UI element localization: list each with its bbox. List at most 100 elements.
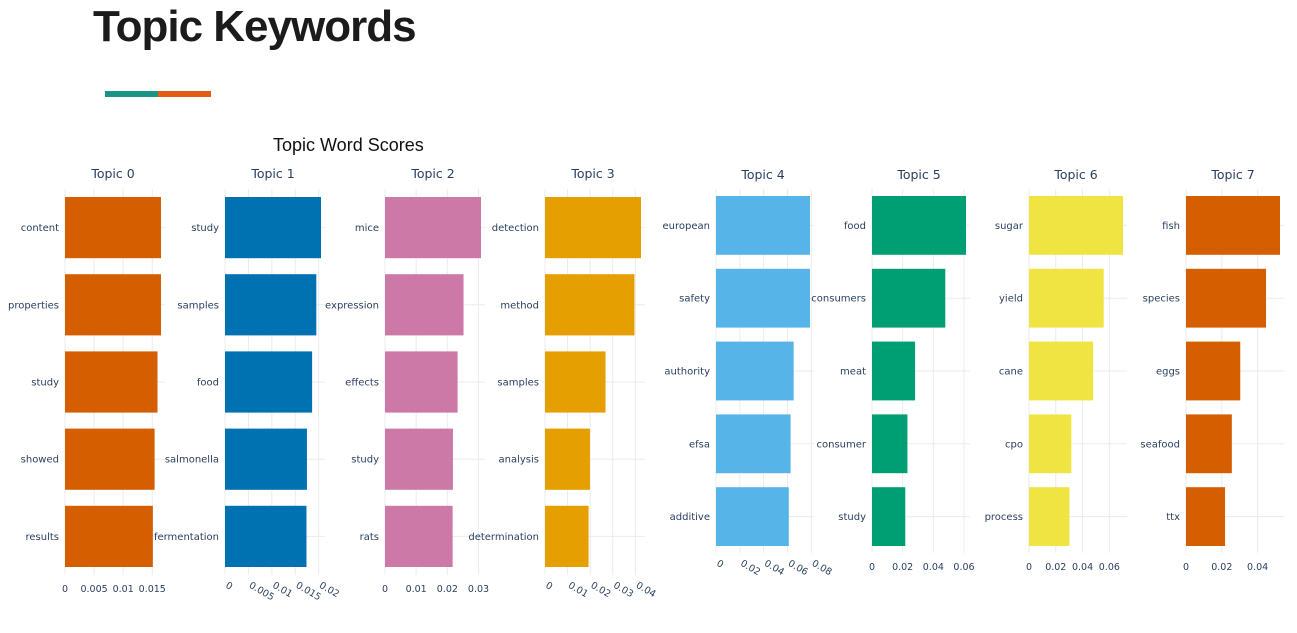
category-label: fish [1162, 221, 1180, 232]
tick-label: 0.06 [953, 562, 974, 573]
bar [1029, 414, 1072, 474]
tick-label: 0 [62, 584, 68, 595]
tick-label: 0.01 [113, 584, 134, 595]
panel-title: Topic 4 [740, 167, 784, 182]
category-label: species [1143, 294, 1180, 305]
category-label: mice [355, 223, 379, 234]
category-label: authority [664, 367, 710, 378]
bar [385, 505, 453, 567]
category-label: study [191, 223, 219, 234]
tick-label: 0.005 [247, 580, 276, 603]
bar [1186, 196, 1280, 255]
tick-label: 0 [1026, 562, 1032, 573]
panel-title: Topic 6 [1053, 167, 1097, 182]
bar [1186, 268, 1267, 328]
tick-label: 0.02 [437, 584, 458, 595]
tick-label: 0 [869, 562, 875, 573]
category-label: sugar [995, 221, 1024, 232]
bar [1029, 487, 1070, 546]
bar [1029, 341, 1094, 401]
tick-label: 0 [715, 558, 726, 571]
category-label: yield [999, 294, 1023, 305]
bar [385, 428, 453, 490]
category-label: samples [497, 378, 539, 389]
tick-label: 0.06 [786, 558, 810, 578]
panel-title: Topic 0 [90, 166, 134, 181]
tick-label: 0 [224, 580, 235, 593]
bar [545, 505, 589, 567]
category-label: content [21, 223, 59, 234]
category-label: effects [345, 378, 379, 389]
bar [65, 428, 155, 490]
panel-title: Topic 5 [896, 167, 940, 182]
category-label: salmonella [165, 455, 219, 466]
tick-label: 0.005 [80, 584, 107, 595]
page-heading: Topic Keywords [93, 2, 417, 51]
panel-title: Topic 3 [570, 166, 614, 181]
category-label: eggs [1156, 367, 1180, 378]
category-label: study [351, 455, 379, 466]
tick-label: 0.01 [566, 580, 590, 600]
tick-label: 0.015 [294, 580, 323, 603]
topic-panel-4: Topic 4 european safety authority efsa additi… [663, 167, 834, 578]
bar [225, 274, 317, 336]
topic-panel-7: Topic 7 fish species eggs seafood ttx 0 0.02 0.0… [1140, 167, 1284, 573]
category-label: analysis [499, 455, 540, 466]
bar [225, 505, 307, 567]
bar [872, 414, 908, 474]
tick-label: 0.02 [1211, 562, 1232, 573]
category-label: fermentation [154, 532, 219, 543]
bar [872, 487, 906, 546]
bar [65, 351, 158, 413]
bar [385, 197, 481, 259]
bar [872, 341, 916, 401]
category-label: safety [679, 294, 710, 305]
tick-label: 0.04 [923, 562, 944, 573]
bar [716, 268, 810, 328]
topic-panel-2: Topic 2 mice expression effects study rats 0 0.… [325, 166, 489, 595]
bar [65, 274, 161, 336]
tick-label: 0.01 [406, 584, 427, 595]
bar [385, 351, 458, 413]
category-label: food [197, 378, 219, 389]
tick-label: 0.06 [1099, 562, 1120, 573]
category-label: showed [21, 455, 59, 466]
topic-panel-6: Topic 6 sugar yield cane cpo process 0 0.02 0.04… [985, 167, 1127, 573]
category-label: detection [492, 223, 539, 234]
category-label: cpo [1005, 439, 1023, 450]
bar [1029, 268, 1104, 328]
topic-panel-1: Topic 1 study samples food salmonella ferment… [154, 166, 341, 603]
bar [545, 197, 641, 259]
category-label: samples [177, 300, 219, 311]
category-label: seafood [1140, 439, 1180, 450]
accent-segment-teal [105, 91, 158, 97]
bar [545, 428, 590, 490]
bar [1029, 196, 1123, 255]
tick-label: 0.03 [611, 580, 635, 600]
category-label: study [31, 378, 59, 389]
bar [65, 197, 161, 259]
tick-label: 0.04 [634, 580, 658, 600]
category-label: european [663, 221, 710, 232]
accent-segment-orange [158, 91, 211, 97]
category-label: study [838, 512, 866, 523]
category-label: cane [999, 367, 1023, 378]
bar [225, 197, 321, 259]
topic-panel-5: Topic 5 food consumers meat consumer study 0 0.… [811, 167, 974, 573]
category-label: efsa [689, 439, 710, 450]
tick-label: 0.04 [1247, 562, 1268, 573]
tick-label: 0.03 [468, 584, 489, 595]
tick-label: 0.02 [589, 580, 613, 600]
tick-label: 0.08 [810, 558, 834, 578]
tick-label: 0 [382, 584, 388, 595]
category-label: results [25, 532, 59, 543]
topic-panel-0: Topic 0 content properties study showed resul… [8, 166, 166, 595]
bar [545, 351, 606, 413]
tick-label: 0.02 [1045, 562, 1066, 573]
bar [872, 268, 946, 328]
category-label: food [844, 221, 866, 232]
topic-panel-3: Topic 3 detection method samples analysis det… [468, 166, 657, 600]
bar [1186, 487, 1226, 546]
bar [716, 414, 791, 474]
